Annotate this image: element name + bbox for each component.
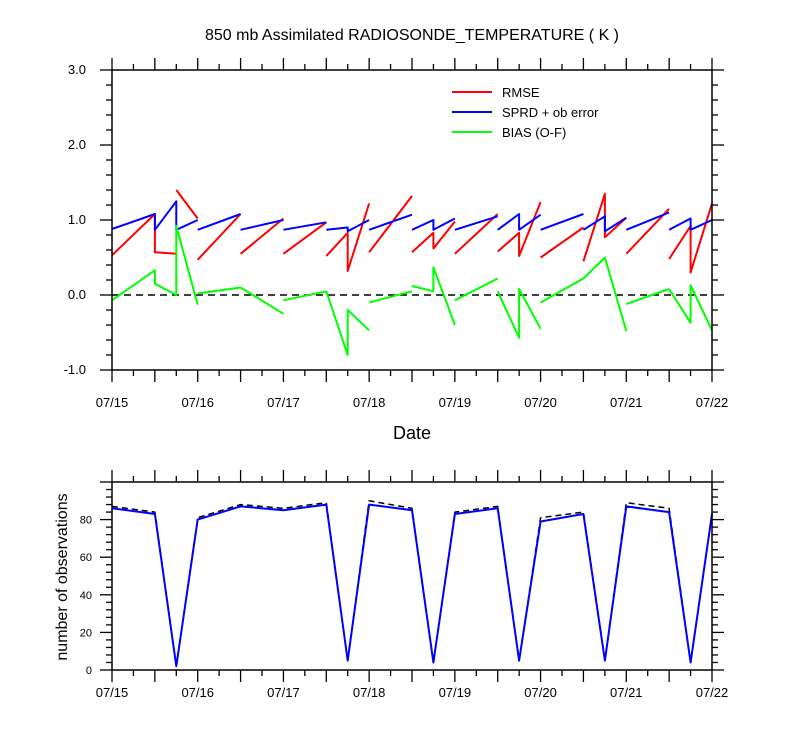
y-tick-label: 0.0 [68,287,86,302]
y-tick-label: 1.0 [68,212,86,227]
series-line-segment [196,213,242,261]
series-line-segment [625,211,670,231]
x-tick-label: 07/15 [96,395,129,410]
top-plot-frame [111,69,713,371]
series-line-segment [239,217,285,255]
series-line-segment [411,220,456,254]
x-tick-label: 07/16 [181,395,214,410]
x-tick-label: 07/18 [353,395,386,410]
obs-series-1 [111,503,713,668]
obs-series-0 [111,500,713,667]
x-tick-label: 07/22 [696,685,729,700]
series-line-segment [325,290,370,356]
y-tick-label: 40 [80,590,92,602]
series-1 [111,200,713,233]
series-line-segment [197,286,241,295]
top-series-lines [111,189,713,356]
series-0 [111,189,713,274]
series-line-segment [283,221,327,231]
y-tick-label: 2.0 [68,137,86,152]
series-line-segment [368,290,413,304]
series-line-segment [111,213,177,257]
legend-entry: BIAS (O-F) [502,125,566,140]
y-axis-label: number of observations [54,493,71,660]
x-tick-label: 07/20 [524,685,557,700]
chart-title: 850 mb Assimilated RADIOSONDE_TEMPERATUR… [205,27,619,44]
x-tick-label: 07/21 [610,685,643,700]
rmse-bias-panel: 850 mb Assimilated RADIOSONDE_TEMPERATUR… [64,27,729,443]
series-line-segment [496,288,542,339]
series-2 [111,225,713,356]
y-tick-label: -1.0 [64,362,86,377]
series-line-segment [283,290,327,302]
series-line-segment [497,213,542,231]
series-line-segment [240,219,284,231]
series-line-segment [454,213,499,255]
series-line-segment [668,284,713,331]
series-line-segment [668,217,713,231]
y-tick-label: 0 [86,665,92,677]
bottom-plot-frame [111,481,713,671]
x-tick-label: 07/17 [267,395,300,410]
series-line-segment [111,200,199,231]
series-line-segment [411,217,456,231]
series-line-segment [197,213,241,231]
bottom-series-lines [111,500,713,668]
x-tick-label: 07/16 [181,685,214,700]
top-axes: 07/15 07/16 07/17 07/18 07/19 07/20 07/21 07/22… [64,58,729,410]
series-line-segment [668,203,713,274]
series-line-segment [368,195,413,253]
series-line-segment [325,203,371,272]
legend: RMSE SPRD + ob error BIAS (O-F) [452,85,599,140]
x-tick-label: 07/21 [610,395,643,410]
x-axis-label: Date [393,423,431,443]
series-line-segment [368,213,413,231]
bottom-axes: 07/15 07/16 07/17 07/18 07/19 07/20 07/21 07/22… [80,470,729,700]
legend-entry: SPRD + ob error [502,105,599,120]
series-line-segment [582,256,628,332]
y-tick-label: 3.0 [68,62,86,77]
series-line-segment [411,266,456,326]
series-line-segment [111,225,199,306]
x-tick-label: 07/19 [439,685,472,700]
y-tick-label: 60 [80,552,92,564]
observations-panel: 07/15 07/16 07/17 07/18 07/19 07/20 07/21 07/22… [54,470,728,700]
series-line-segment [540,226,584,259]
series-line-segment [175,189,199,220]
series-line-segment [282,221,327,255]
x-tick-label: 07/19 [439,395,472,410]
series-line-segment [240,286,284,315]
x-tick-label: 07/20 [524,395,557,410]
series-line-segment [454,215,499,231]
series-line-segment [454,277,499,302]
x-tick-label: 07/18 [353,685,386,700]
x-tick-label: 07/17 [267,685,300,700]
y-tick-label: 20 [80,627,92,639]
series-line-segment [540,277,584,304]
series-line-segment [540,213,584,231]
series-line-segment [625,288,670,305]
legend-entry: RMSE [502,85,540,100]
x-tick-label: 07/22 [696,395,729,410]
y-tick-label: 80 [80,515,92,527]
series-line-segment [497,201,542,257]
series-line-segment [326,219,370,233]
x-tick-label: 07/15 [96,685,129,700]
series-line-segment [582,215,627,233]
